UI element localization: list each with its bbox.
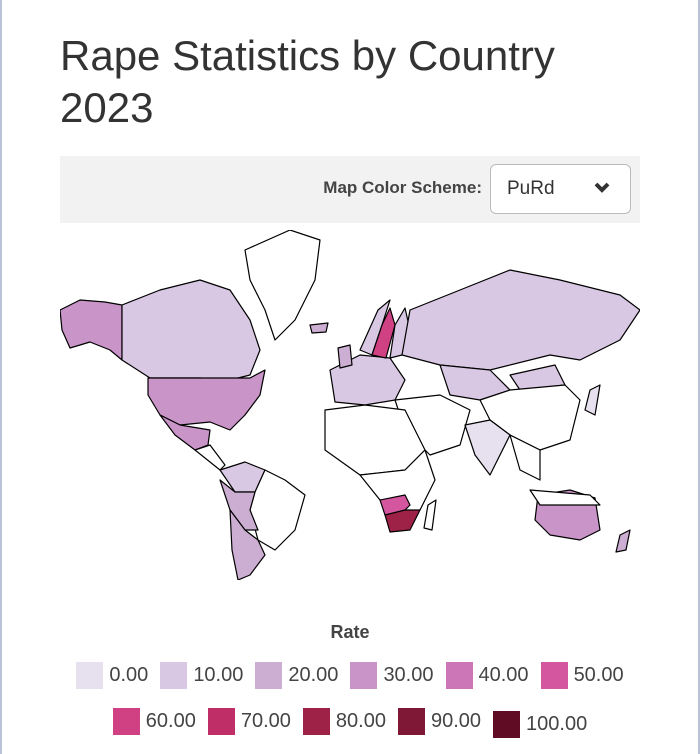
legend-label: 50.00 — [573, 664, 624, 686]
legend-label: 80.00 — [335, 710, 386, 732]
legend-item: 10.00 — [160, 662, 243, 689]
frame-border — [698, 0, 700, 754]
region-southeast-asia[interactable] — [509, 434, 541, 481]
color-scheme-label: Map Color Scheme: — [323, 178, 482, 197]
legend-swatch — [302, 708, 330, 735]
legend-item: 30.00 — [350, 662, 434, 689]
legend-swatch — [397, 708, 425, 735]
region-canada[interactable] — [121, 279, 261, 381]
region-south-africa[interactable] — [384, 509, 421, 533]
legend-swatch — [160, 662, 188, 689]
choropleth-map — [60, 230, 640, 580]
legend-item: 70.00 — [207, 705, 291, 738]
legend-swatch — [445, 662, 473, 689]
region-greenland[interactable] — [244, 230, 321, 341]
legend-label: 100.00 — [526, 713, 588, 735]
region-india[interactable] — [464, 419, 511, 476]
legend-swatch — [350, 662, 378, 689]
legend-label: 0.00 — [109, 664, 149, 686]
region-madagascar[interactable] — [423, 499, 437, 531]
region-indonesia[interactable] — [529, 489, 601, 506]
region-iceland[interactable] — [309, 322, 329, 334]
legend-title: Rate — [330, 622, 370, 642]
frame-border — [0, 0, 2, 754]
legend-swatch — [112, 708, 140, 735]
color-scheme-value: PuRd — [507, 178, 555, 199]
legend-item: 40.00 — [445, 662, 529, 689]
region-new-zealand[interactable] — [615, 529, 631, 553]
region-mexico[interactable] — [159, 414, 211, 451]
legend-item: 0.00 — [76, 662, 148, 689]
region-central-america[interactable] — [194, 444, 226, 471]
controls-bar: Map Color Scheme: PuRd — [60, 156, 640, 223]
chevron-down-icon — [594, 182, 610, 193]
legend-item: 100.00 — [493, 711, 587, 738]
region-japan[interactable] — [584, 384, 601, 416]
legend-swatch — [207, 708, 235, 735]
legend-label: 70.00 — [240, 710, 291, 732]
legend-swatch — [540, 662, 568, 689]
region-uk[interactable] — [337, 344, 353, 369]
region-alaska[interactable] — [60, 299, 123, 361]
legend-label: 30.00 — [383, 664, 434, 686]
region-norway[interactable] — [359, 299, 391, 356]
legend-label: 90.00 — [430, 710, 482, 732]
legend-swatch — [255, 662, 283, 689]
legend-label: 20.00 — [288, 664, 339, 686]
legend-item: 50.00 — [540, 662, 624, 689]
region-western-europe[interactable] — [329, 354, 406, 406]
legend: 0.00 10.00 20.00 30.00 40.00 50.00 60.00 70.00 8… — [60, 662, 640, 738]
region-russia[interactable] — [401, 269, 640, 371]
legend-label: 40.00 — [478, 664, 529, 686]
color-scheme-select[interactable]: PuRd — [490, 164, 631, 214]
legend-item: 20.00 — [255, 662, 338, 689]
legend-item: 90.00 — [397, 705, 482, 738]
legend-item: 80.00 — [302, 705, 386, 738]
region-chile-argentina[interactable] — [229, 509, 266, 580]
region-usa[interactable] — [147, 369, 266, 431]
page-title: Rape Statistics by Country 2023 — [60, 32, 555, 131]
legend-label: 10.00 — [193, 664, 244, 686]
legend-swatch — [76, 662, 104, 689]
legend-label: 60.00 — [145, 710, 196, 732]
region-sweden[interactable] — [371, 307, 396, 359]
legend-item: 60.00 — [112, 705, 196, 738]
legend-swatch — [493, 711, 521, 738]
